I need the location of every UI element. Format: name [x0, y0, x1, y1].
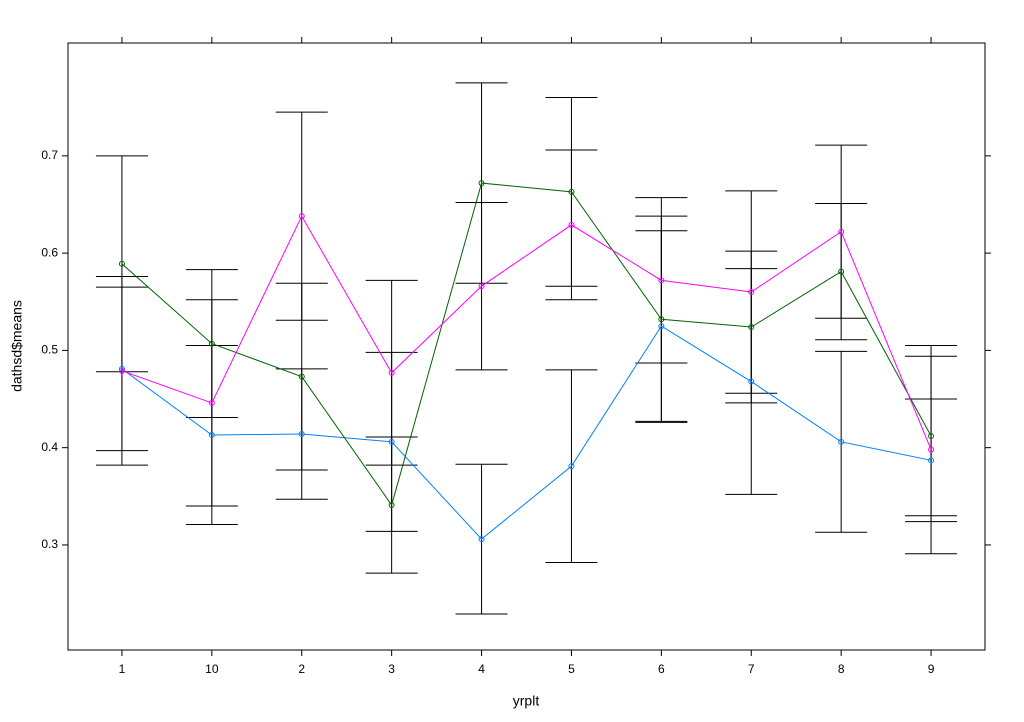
x-tick-label: 3	[388, 662, 395, 676]
y-tick-label: 0.3	[41, 537, 58, 551]
x-tick-label: 5	[568, 662, 575, 676]
point	[298, 373, 305, 380]
series-line	[121, 215, 932, 450]
x-tick-label: 8	[838, 662, 845, 676]
y-tick-label: 0.7	[41, 148, 58, 162]
point	[748, 378, 755, 385]
point	[208, 340, 215, 347]
plot-frame	[67, 42, 986, 651]
point	[928, 457, 935, 464]
x-tick-label: 10	[205, 662, 219, 676]
point	[478, 180, 485, 187]
point	[568, 188, 575, 195]
x-tick-label: 1	[119, 662, 126, 676]
point	[298, 213, 305, 220]
point	[208, 432, 215, 439]
point	[838, 438, 845, 445]
point	[118, 260, 125, 267]
y-tick-label: 0.5	[41, 343, 58, 357]
point	[118, 367, 125, 374]
x-tick-label: 4	[478, 662, 485, 676]
point	[568, 463, 575, 470]
point	[658, 323, 665, 330]
y-axis-label: dathsd$means	[9, 300, 25, 392]
point	[658, 316, 665, 323]
point	[118, 365, 125, 372]
point	[748, 324, 755, 331]
series-line	[121, 182, 932, 507]
point	[928, 432, 935, 439]
point	[388, 502, 395, 509]
point	[928, 446, 935, 453]
x-tick-label: 9	[928, 662, 935, 676]
point	[388, 369, 395, 376]
point	[838, 228, 845, 235]
point	[748, 289, 755, 296]
point	[388, 438, 395, 445]
x-tick-label: 6	[658, 662, 665, 676]
point	[478, 536, 485, 543]
point	[478, 283, 485, 290]
error-bar	[95, 275, 148, 466]
point	[208, 399, 215, 406]
series-line	[121, 325, 932, 540]
x-tick-label: 2	[298, 662, 305, 676]
point	[658, 277, 665, 284]
point	[838, 268, 845, 275]
point	[298, 431, 305, 438]
x-axis-label: yrplt	[513, 693, 540, 709]
x-tick-label: 7	[748, 662, 755, 676]
point	[568, 221, 575, 228]
y-tick-label: 0.6	[41, 245, 58, 259]
y-tick-label: 0.4	[41, 440, 58, 454]
